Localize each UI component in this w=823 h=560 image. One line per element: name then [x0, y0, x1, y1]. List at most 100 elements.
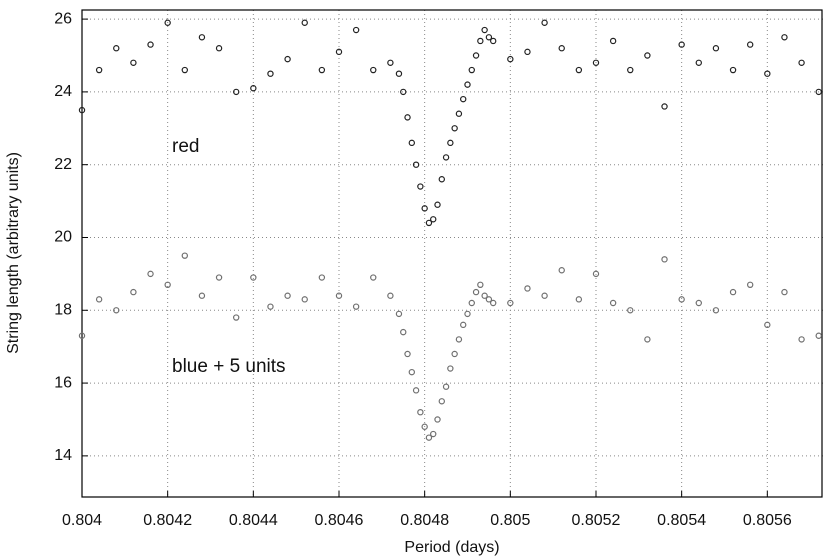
data-point — [798, 59, 805, 66]
data-point — [412, 387, 420, 394]
data-point — [215, 45, 223, 52]
data-point — [215, 274, 223, 281]
data-point — [400, 328, 407, 336]
data-point — [267, 70, 274, 77]
y-axis-title: String length (arbitrary units) — [5, 152, 22, 354]
data-point — [232, 88, 240, 96]
data-point — [472, 52, 480, 59]
x-tick-label: 0.8048 — [400, 512, 449, 529]
data-point — [408, 368, 416, 376]
data-point — [644, 336, 651, 343]
data-point — [507, 55, 514, 63]
data-point — [729, 288, 737, 296]
y-tick-label: 20 — [54, 229, 72, 246]
data-point — [130, 59, 137, 66]
data-point — [78, 332, 86, 339]
data-point — [678, 41, 685, 48]
y-tick-label: 16 — [54, 374, 72, 391]
data-point — [451, 350, 458, 358]
series-annotation: blue + 5 units — [172, 356, 286, 377]
data-point — [417, 408, 424, 416]
data-point — [430, 216, 437, 223]
data-point — [558, 45, 565, 52]
data-point — [460, 321, 467, 329]
data-point — [447, 139, 454, 147]
series-annotation: red — [172, 136, 199, 157]
y-tick-label: 14 — [54, 447, 72, 464]
data-point — [442, 154, 450, 161]
data-point — [395, 310, 403, 318]
data-point — [558, 267, 565, 274]
data-point — [318, 66, 326, 74]
data-point — [695, 59, 702, 66]
data-point — [695, 299, 702, 307]
data-point — [267, 303, 274, 310]
data-point — [412, 161, 420, 168]
data-point — [232, 314, 240, 321]
data-point — [592, 59, 600, 66]
x-tick-label: 0.8056 — [743, 512, 792, 529]
data-point — [485, 34, 493, 41]
data-point — [404, 114, 411, 121]
data-point — [425, 219, 433, 227]
data-point — [284, 55, 291, 63]
data-point — [468, 299, 475, 307]
data-point — [541, 292, 548, 299]
data-point — [575, 296, 583, 303]
data-point — [370, 274, 377, 281]
data-point — [798, 336, 805, 343]
data-point — [468, 66, 475, 74]
data-point — [477, 281, 484, 289]
y-tick-label: 22 — [54, 156, 72, 173]
data-point — [481, 26, 488, 34]
data-point — [712, 45, 720, 52]
data-point — [489, 37, 497, 45]
data-point — [438, 176, 445, 183]
x-tick-label: 0.8046 — [315, 512, 364, 529]
data-point — [335, 292, 343, 299]
x-tick-label: 0.804 — [62, 512, 102, 529]
data-point — [592, 270, 600, 278]
data-point — [318, 274, 326, 281]
y-tick-label: 24 — [54, 83, 72, 100]
data-point — [301, 19, 308, 26]
x-tick-label: 0.8042 — [143, 512, 192, 529]
data-point — [387, 292, 394, 299]
data-point — [627, 307, 634, 314]
x-tick-label: 0.8044 — [229, 512, 278, 529]
data-point — [815, 88, 822, 96]
data-point — [815, 332, 822, 339]
y-tick-label: 26 — [54, 10, 72, 27]
data-point — [712, 307, 720, 314]
data-point — [113, 307, 120, 314]
x-tick-label: 0.805 — [490, 512, 530, 529]
data-point — [395, 70, 403, 77]
data-point — [438, 398, 445, 405]
data-point — [609, 299, 617, 307]
data-point — [181, 252, 188, 259]
data-point — [644, 52, 651, 59]
data-point — [130, 288, 137, 296]
data-point — [387, 59, 394, 66]
data-point — [464, 310, 471, 318]
x-axis-title: Period (days) — [404, 539, 499, 556]
data-point — [460, 95, 467, 103]
data-point — [524, 285, 531, 292]
data-point — [472, 288, 480, 296]
data-point — [541, 19, 548, 26]
data-point — [250, 274, 257, 281]
data-point — [198, 292, 206, 299]
data-point — [434, 201, 441, 208]
y-tick-label: 18 — [54, 301, 72, 318]
data-point — [764, 321, 771, 329]
data-point — [147, 41, 154, 48]
data-point — [434, 416, 441, 423]
x-tick-label: 0.8054 — [657, 512, 706, 529]
data-point — [678, 296, 685, 303]
data-point — [301, 296, 308, 303]
data-point — [335, 48, 343, 56]
data-point — [575, 66, 583, 74]
data-point — [400, 88, 407, 96]
data-point — [370, 66, 377, 74]
data-point — [661, 256, 668, 263]
